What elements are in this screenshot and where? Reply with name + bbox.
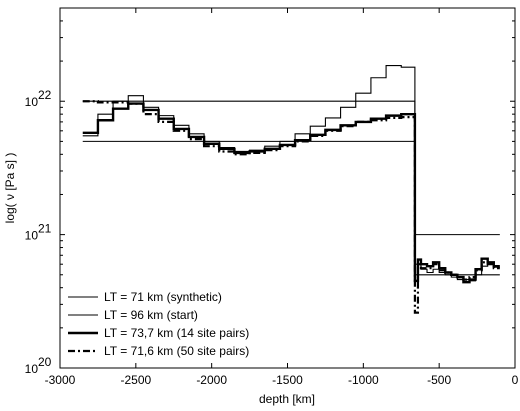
x-tick-label-4: -1000 — [348, 373, 379, 387]
legend-label-2: LT = 73,7 km (14 site pairs) — [104, 326, 249, 340]
series-layer — [82, 65, 500, 314]
legend-label-1: LT = 96 km (start) — [104, 308, 198, 322]
x-tick-label-1: -2500 — [120, 373, 151, 387]
legend-label-3: LT = 71,6 km (50 site pairs) — [104, 344, 249, 358]
x-tick-label-3: -1500 — [272, 373, 303, 387]
y-tick-exponent-1: 21 — [38, 222, 52, 236]
series-line-3 — [82, 102, 500, 284]
series-line-4 — [82, 100, 500, 314]
x-tick-label-2: -2000 — [196, 373, 227, 387]
y-tick-label-0: 10 — [25, 362, 39, 376]
y-axis-label: log( ν [Pa s] ) — [3, 153, 17, 224]
y-tick-label-1: 10 — [25, 229, 39, 243]
x-axis-label: depth [km] — [259, 392, 315, 406]
series-line-1 — [82, 100, 500, 236]
legend: LT = 71 km (synthetic) LT = 96 km (start)… — [68, 290, 249, 358]
x-tick-label-6: 0 — [512, 373, 519, 387]
y-tick-exponent-0: 20 — [38, 355, 52, 369]
x-tick-label-5: -500 — [427, 373, 451, 387]
x-tick-label-0: -3000 — [45, 373, 76, 387]
series-line-2 — [82, 65, 500, 282]
series-line-0 — [82, 140, 500, 276]
legend-label-0: LT = 71 km (synthetic) — [104, 290, 222, 304]
y-tick-label-2: 10 — [25, 95, 39, 109]
y-tick-exponent-2: 22 — [38, 88, 52, 102]
